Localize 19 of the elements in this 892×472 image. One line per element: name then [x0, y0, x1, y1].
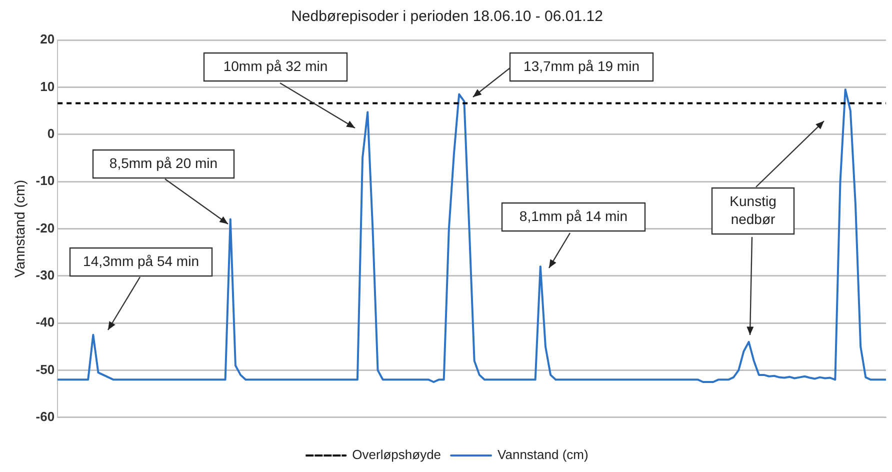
y-tick-label: -20: [36, 220, 55, 236]
y-tick-label: -50: [36, 362, 55, 377]
legend-label: Overløpshøyde: [352, 447, 442, 462]
annotation: 10mm på 32 min: [223, 58, 328, 74]
annotation: Kunstig nedbør: [730, 192, 776, 227]
y-tick-label: 20: [40, 32, 55, 47]
y-tick-label: -30: [36, 267, 55, 282]
legend-label: Vannstand (cm): [498, 447, 588, 462]
annotation: 13,7mm på 19 min: [524, 58, 640, 74]
chart-title: Nedbørepisoder i perioden 18.06.10 - 06.01.12: [291, 8, 603, 26]
y-tick-label: -10: [36, 173, 55, 188]
y-tick-label: -40: [36, 314, 55, 330]
y-tick-label: 0: [47, 126, 55, 141]
y-tick-label: -60: [36, 408, 55, 424]
y-tick-label: 10: [40, 78, 55, 94]
annotation: 8,5mm på 20 min: [109, 154, 218, 171]
y-axis-title: Vannstand (cm): [11, 180, 28, 278]
annotation: 8,1mm på 14 min: [519, 208, 628, 224]
annotation: 14,3mm på 54 min: [83, 252, 199, 269]
